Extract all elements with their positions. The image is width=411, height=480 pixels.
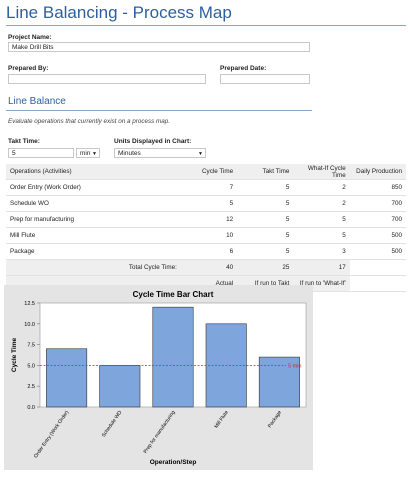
total-cell: Total Cycle Time: <box>6 259 181 276</box>
total-cell: 40 <box>180 259 238 276</box>
data-row: Prep for manufacturing 12 5 5 700 <box>6 211 406 228</box>
y-tick-label: 0.0 <box>27 405 35 411</box>
project-name-input[interactable]: Make Drill Bits <box>8 42 310 52</box>
cell: Schedule WO <box>6 195 181 212</box>
reference-label: 5 min <box>288 363 301 369</box>
cell: 5 <box>293 211 350 228</box>
cell: 5 <box>237 195 294 212</box>
chart: Cycle Time Bar Chart Cycle Time Operation/… <box>11 290 307 466</box>
cell: 5 <box>237 227 294 244</box>
bar <box>152 306 194 408</box>
x-tick-label: Package <box>267 410 283 430</box>
cell: 6 <box>180 243 238 260</box>
takt-unit-select[interactable]: min ▼ <box>76 148 100 158</box>
cell: 5 <box>180 195 238 212</box>
field-label: Project Name: <box>8 34 52 41</box>
cell: 7 <box>180 179 238 196</box>
units-select[interactable]: Minutes ▼ <box>114 148 206 158</box>
cell: Prep for manufacturing <box>6 211 181 228</box>
cell: 700 <box>349 195 406 212</box>
select-text: min <box>80 150 91 157</box>
column-header: Daily Production <box>349 164 406 180</box>
x-axis-label: Operation/Step <box>150 459 197 466</box>
cell: 5 <box>293 227 350 244</box>
cell: 5 <box>237 179 294 196</box>
prepared-by-input[interactable] <box>8 74 206 84</box>
description: Evaluate operations that currently exist… <box>8 118 171 125</box>
column-header: Takt Time <box>237 164 294 180</box>
y-tick-label: 5.0 <box>27 363 35 369</box>
cell: 2 <box>293 179 350 196</box>
header-row: Operations (Activities) Cycle Time Takt Ti… <box>6 164 406 180</box>
cell: 3 <box>293 243 350 260</box>
data-table: Operations (Activities) Cycle Time Takt Ti… <box>6 164 406 292</box>
data-row: Mill Flute 10 5 5 500 <box>6 227 406 244</box>
section-title: Line Balance <box>8 96 66 107</box>
x-tick-label: Prep for manufacturing <box>143 410 177 455</box>
y-axis-label: Cycle Time <box>11 338 18 373</box>
y-tick-label: 12.5 <box>24 301 35 307</box>
data-row: Package 6 5 3 500 <box>6 243 406 260</box>
cell: 12 <box>180 211 238 228</box>
cell: 5 <box>237 211 294 228</box>
field-label: Prepared Date: <box>220 65 267 72</box>
chart-title: Cycle Time Bar Chart <box>133 290 214 299</box>
y-tick-label: 7.5 <box>27 343 35 349</box>
data-row: Schedule WO 5 5 2 700 <box>6 195 406 212</box>
cell <box>349 275 406 292</box>
total-cell: 17 <box>293 259 350 276</box>
divider <box>6 110 312 111</box>
y-tick-label: 2.5 <box>27 384 35 390</box>
cell: 500 <box>349 243 406 260</box>
cell: 700 <box>349 211 406 228</box>
total-row: Total Cycle Time: 40 25 17 <box>6 259 406 276</box>
cell: 850 <box>349 179 406 196</box>
cell: 5 <box>237 243 294 260</box>
x-tick-label: Order Entry (Work Order) <box>33 409 70 459</box>
column-header: Cycle Time <box>180 164 238 180</box>
bar <box>99 365 141 408</box>
divider <box>6 25 406 26</box>
bar <box>46 348 88 408</box>
x-tick-label: Schedule WO <box>101 410 124 439</box>
takt-input[interactable]: 5 <box>8 148 74 158</box>
field-label: Units Displayed in Chart: <box>114 138 192 145</box>
select-text: Minutes <box>118 150 141 157</box>
field-label: Prepared By: <box>8 65 49 72</box>
chart-panel: Cycle Time Bar Chart Cycle Time Operation/… <box>4 285 313 470</box>
column-header: Operations (Activities) <box>6 164 181 180</box>
prepared-date-input[interactable] <box>220 74 310 84</box>
y-tick-label: 10.0 <box>24 322 35 328</box>
x-tick-label: Mill Flute <box>213 410 230 430</box>
cell: 10 <box>180 227 238 244</box>
cell: Mill Flute <box>6 227 181 244</box>
cell: Order Entry (Work Order) <box>6 179 181 196</box>
cell: Package <box>6 243 181 260</box>
cell: 2 <box>293 195 350 212</box>
total-cell: 25 <box>237 259 294 276</box>
cell <box>349 259 406 276</box>
page-title: Line Balancing - Process Map <box>6 3 232 22</box>
cell: 500 <box>349 227 406 244</box>
data-row: Order Entry (Work Order) 7 5 2 850 <box>6 179 406 196</box>
column-header: What-If Cycle Time <box>293 164 350 180</box>
field-label: Takt Time: <box>8 138 40 145</box>
